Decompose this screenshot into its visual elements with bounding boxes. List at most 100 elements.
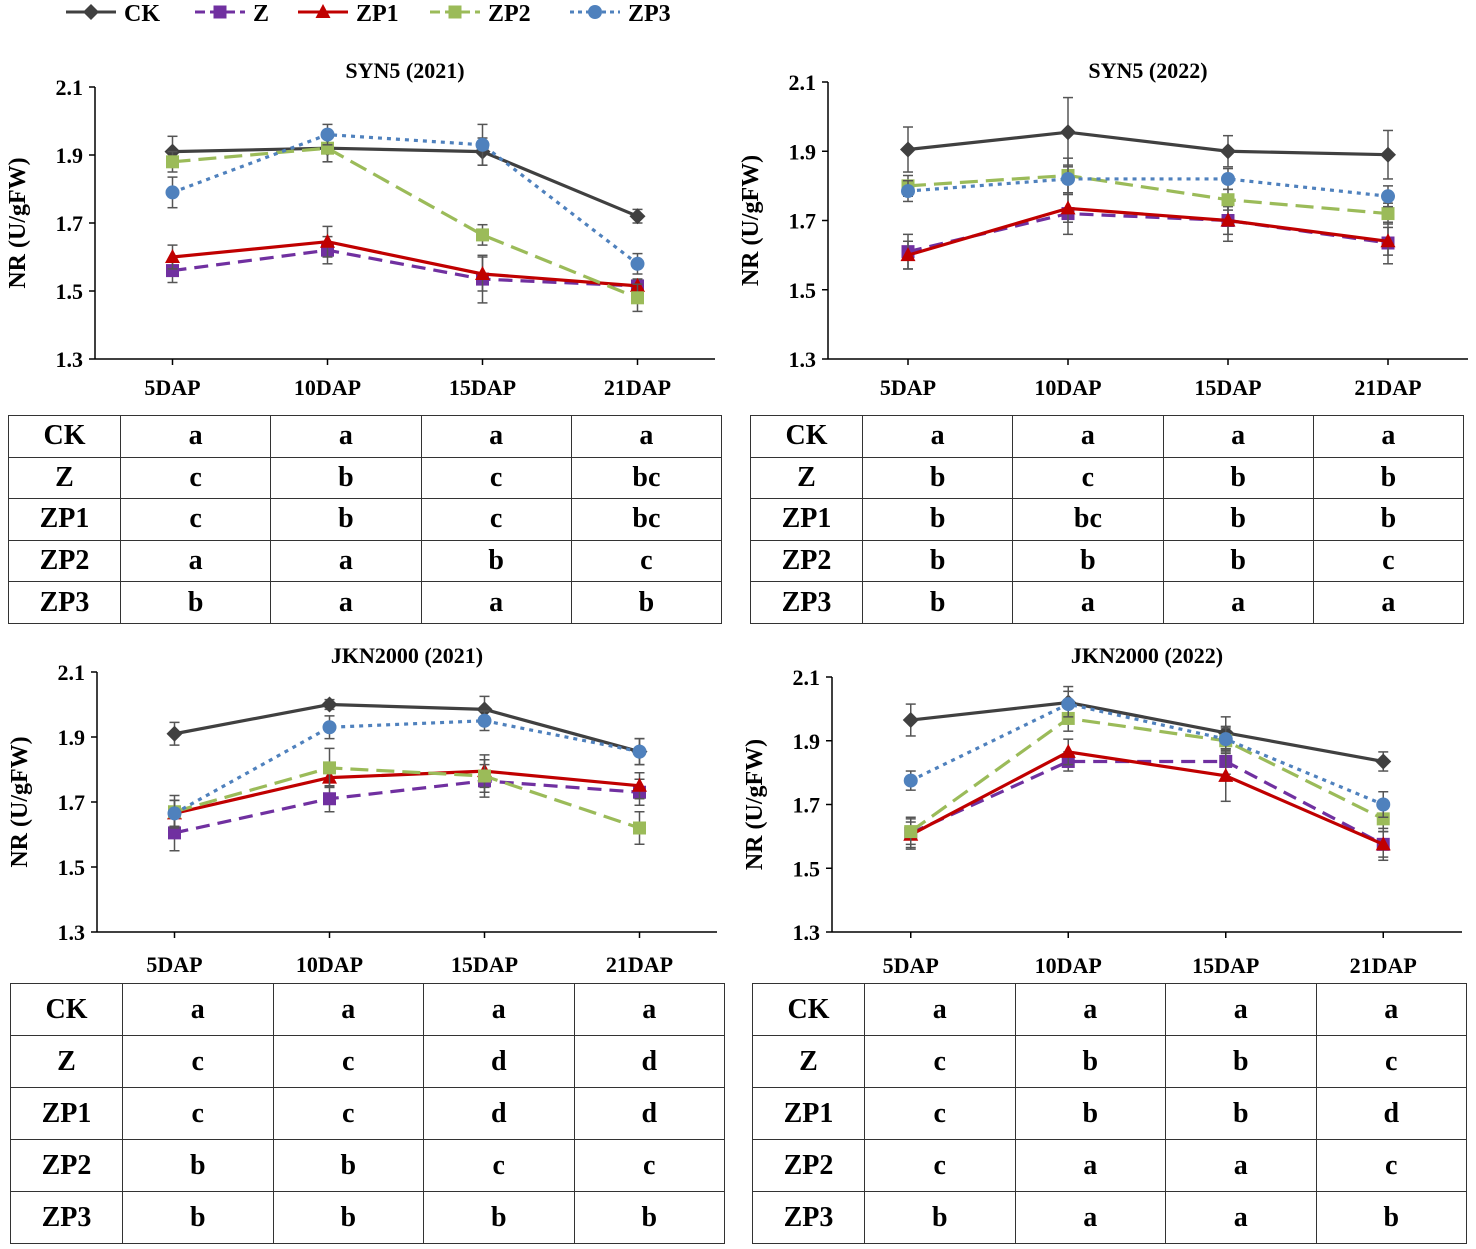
x-tick-label-21dap: 21DAP — [604, 375, 671, 400]
table-cell: b — [861, 581, 1014, 624]
y-tick-label: 1.5 — [793, 856, 821, 881]
data-point-z — [168, 826, 181, 840]
data-point-zp1 — [165, 249, 180, 263]
table-cell: a — [270, 581, 422, 624]
table-cell: a — [573, 983, 725, 1036]
table-cell: b — [122, 1191, 274, 1244]
table-cell: c — [420, 456, 572, 500]
table-cell: a — [272, 983, 424, 1036]
row-header: ZP3 — [752, 1191, 865, 1244]
data-point-zp3 — [632, 744, 647, 759]
chart-2: JKN2000 (2021) NR (U/gFW) 1.3 1.5 1.7 1.9 2.1 5… — [7, 643, 717, 977]
data-point-zp1 — [1060, 200, 1076, 215]
series-ck — [164, 133, 646, 225]
y-tick-label: 2.1 — [58, 660, 86, 685]
table-cell: b — [1012, 539, 1164, 583]
legend-label-zp2: ZP2 — [488, 1, 531, 27]
y-tick-label: 1.7 — [58, 790, 86, 815]
row-header: CK — [8, 415, 121, 458]
table-cell: a — [420, 581, 572, 624]
y-tick-label: 1.3 — [56, 347, 84, 372]
data-point-ck — [166, 725, 183, 742]
series-line-ck — [174, 702, 640, 754]
legend-label-z: Z — [253, 1, 269, 27]
row-header: CK — [752, 983, 865, 1036]
table-cell: c — [119, 498, 272, 541]
table-cell: b — [1162, 498, 1314, 541]
table-cell: a — [119, 539, 272, 583]
table-cell: a — [270, 539, 422, 583]
row-header: ZP1 — [750, 498, 863, 541]
table-cell: b — [420, 539, 572, 583]
data-point-zp3 — [320, 127, 335, 142]
table-cell: c — [1012, 456, 1164, 500]
y-tick-label: 1.7 — [56, 211, 84, 236]
series-line-ck — [907, 130, 1389, 157]
table-cell: a — [1165, 983, 1317, 1036]
row-header: ZP2 — [8, 539, 121, 583]
series-zp1 — [903, 738, 1391, 858]
data-point-zp3 — [1061, 171, 1075, 186]
table-cell: a — [270, 415, 422, 458]
panel-jkn2000-2022: JKN2000 (2022) NR (U/gFW) 1.3 1.5 1.7 1.9 2.1 5… — [740, 635, 1476, 1249]
row-header: ZP2 — [10, 1139, 123, 1192]
table-row: ZP2 b b c c — [10, 1139, 725, 1192]
legend-item-zp2: ZP2 — [430, 1, 531, 27]
table-cell: bc — [570, 456, 723, 500]
table-row: ZP1 c c d d — [10, 1087, 725, 1140]
data-point-zp1 — [1218, 767, 1234, 782]
chart-title: SYN5 (2021) — [345, 58, 464, 83]
row-header: ZP3 — [10, 1191, 123, 1244]
y-tick-label: 1.7 — [789, 209, 817, 234]
table-cell: c — [570, 539, 723, 583]
table-cell: c — [122, 1087, 274, 1140]
legend: CK Z ZP1 ZP2 ZP3 — [66, 1, 671, 27]
y-axis-label: NR (U/gFW) — [5, 157, 31, 288]
data-point-zp3 — [167, 806, 182, 821]
data-point-zp3 — [477, 713, 492, 728]
data-point-ck — [629, 208, 646, 225]
table-cell: b — [1162, 456, 1314, 500]
table-cell: b — [1312, 498, 1465, 541]
table-cell: b — [122, 1139, 274, 1192]
series-line-zp3 — [171, 132, 639, 266]
series-zp2 — [904, 704, 1390, 846]
legend-label-zp3: ZP3 — [628, 1, 671, 27]
table-cell: a — [1312, 415, 1465, 458]
table-cell: b — [861, 539, 1014, 583]
series-zp3 — [903, 690, 1391, 818]
data-point-zp1 — [1220, 212, 1236, 227]
series-line-zp3 — [173, 719, 640, 815]
series-zp3 — [901, 164, 1395, 208]
table-cell: b — [1162, 539, 1314, 583]
table-row: CK a a a a — [752, 983, 1467, 1036]
y-tick-label: 1.9 — [56, 143, 84, 168]
table-cell: c — [1312, 539, 1465, 583]
y-tick-label: 1.5 — [56, 279, 84, 304]
legend-item-ck: CK — [66, 1, 160, 27]
legend-marker-zp3 — [588, 5, 602, 19]
series-line-zp1 — [907, 206, 1389, 257]
series-zp1 — [167, 754, 647, 828]
series-line-z — [910, 759, 1384, 846]
data-point-zp3 — [165, 185, 180, 200]
row-header: CK — [10, 983, 123, 1036]
x-tick-label-5dap: 5DAP — [144, 375, 200, 400]
x-tick-label-10dap: 10DAP — [294, 375, 361, 400]
table-cell: c — [573, 1139, 725, 1192]
table-cell: d — [423, 1035, 575, 1088]
y-axis-label: NR (U/gFW) — [742, 739, 768, 870]
data-point-zp1 — [1375, 836, 1391, 851]
row-header: CK — [750, 415, 863, 458]
table-cell: c — [864, 1087, 1016, 1140]
series-line-zp1 — [910, 750, 1384, 846]
table-cell: a — [570, 415, 723, 458]
x-tick-label-15dap: 15DAP — [1192, 953, 1259, 978]
table-cell: d — [1315, 1087, 1467, 1140]
chart-0: SYN5 (2021) NR (U/gFW) 1.3 1.5 1.7 1.9 2.1 5DAP… — [5, 58, 715, 400]
data-point-zp3 — [630, 256, 645, 271]
series-ck — [166, 695, 648, 766]
table-cell: c — [119, 456, 272, 500]
table-cell: a — [1014, 1191, 1166, 1244]
table-cell: b — [270, 498, 422, 541]
